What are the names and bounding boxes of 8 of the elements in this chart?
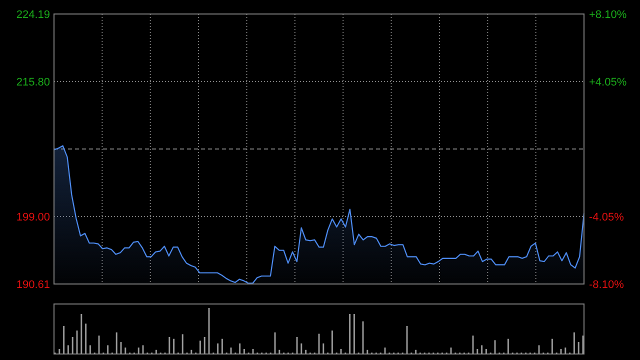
y2-tick-label: +8.10% (589, 8, 627, 21)
y-tick-label: 215.80 (16, 76, 50, 88)
y-tick-label: 190.61 (16, 278, 50, 291)
y2-tick-label: -4.05% (589, 211, 624, 224)
y2-tick-label: +4.05% (589, 76, 627, 88)
y-tick-label: 224.19 (16, 8, 50, 21)
y-tick-label: 199.00 (16, 211, 50, 224)
y2-tick-label: -8.10% (589, 278, 624, 291)
